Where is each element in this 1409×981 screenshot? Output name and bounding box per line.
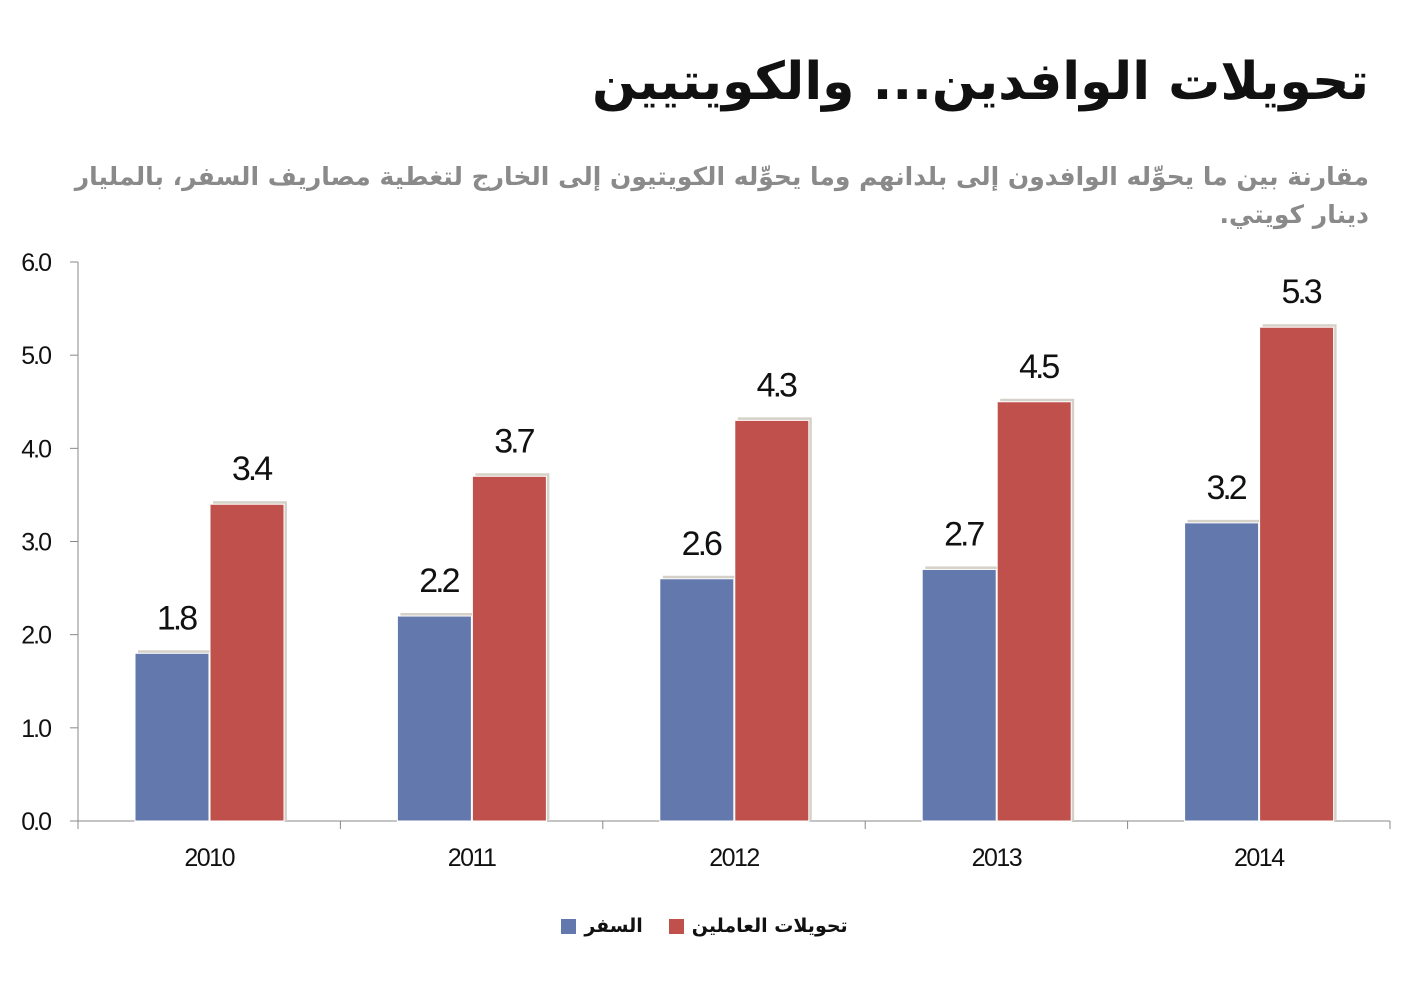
legend: تحويلات العاملين السفر: [0, 915, 1409, 937]
y-tick-label: 5.0: [21, 342, 51, 370]
x-tick-label: 2012: [709, 844, 759, 872]
bar-remittances-2013: [996, 401, 1072, 822]
legend-item-travel: السفر: [561, 915, 643, 937]
bar-remittances-2010: [209, 503, 285, 822]
y-tick-label: 2.0: [21, 622, 51, 650]
bar-travel-2012: [659, 578, 735, 822]
y-tick-label: 0.0: [21, 808, 51, 836]
legend-label-travel: السفر: [584, 915, 643, 937]
data-label: 2.6: [682, 525, 722, 563]
data-label: 2.2: [419, 562, 459, 600]
data-label: 4.3: [757, 366, 797, 404]
data-label: 3.7: [494, 422, 534, 460]
data-label: 2.7: [944, 515, 984, 553]
bar-travel-2013: [921, 568, 997, 822]
legend-swatch-remittances: [668, 918, 684, 934]
x-tick-label: 2010: [184, 844, 234, 872]
legend-item-remittances: تحويلات العاملين: [668, 915, 848, 937]
y-tick-label: 1.0: [21, 715, 51, 743]
bar-remittances-2012: [734, 419, 810, 822]
data-label: 3.4: [232, 450, 272, 488]
y-tick-label: 6.0: [21, 249, 51, 277]
bar-travel-2011: [396, 615, 472, 822]
y-tick-label: 3.0: [21, 529, 51, 557]
bar-travel-2010: [134, 652, 210, 822]
legend-label-remittances: تحويلات العاملين: [691, 915, 848, 937]
bar-remittances-2011: [471, 475, 547, 822]
chart-subtitle: مقارنة بين ما يحوِّله الوافدون إلى بلدان…: [74, 162, 1369, 229]
x-tick-label: 2013: [972, 844, 1022, 872]
bar-remittances-2014: [1259, 326, 1335, 822]
chart-title: تحويلات الوافدين... والكويتيين: [591, 52, 1369, 112]
data-label: 4.5: [1019, 348, 1059, 386]
data-label: 5.3: [1281, 273, 1321, 311]
data-label: 3.2: [1206, 469, 1246, 507]
data-label: 1.8: [157, 599, 197, 637]
legend-swatch-travel: [561, 918, 577, 934]
bar-travel-2014: [1184, 522, 1260, 822]
x-tick-label: 2011: [448, 844, 496, 872]
x-tick-label: 2014: [1234, 844, 1285, 872]
y-tick-label: 4.0: [21, 435, 51, 463]
